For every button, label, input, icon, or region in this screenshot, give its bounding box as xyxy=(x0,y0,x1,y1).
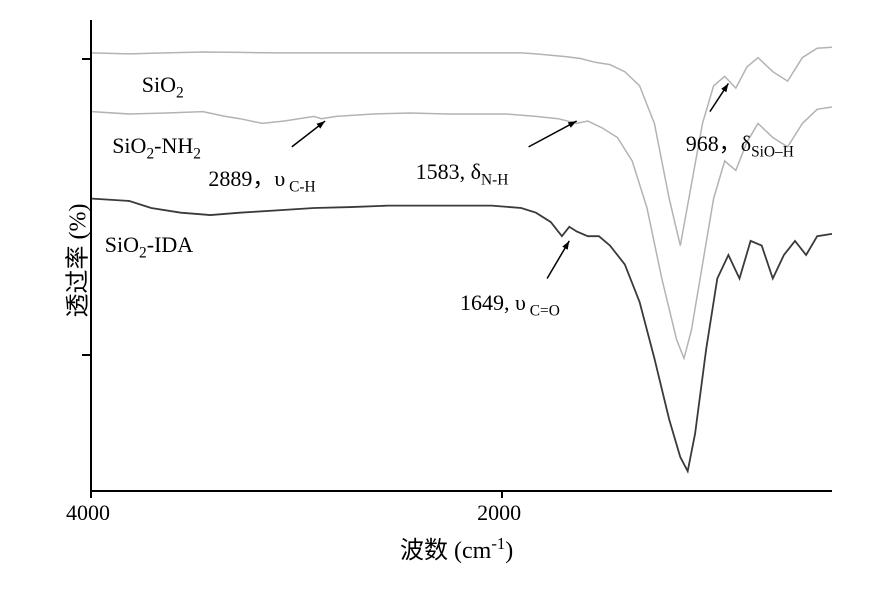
annotation-1649: 1649, υ C=O xyxy=(460,290,560,320)
arrow-head xyxy=(562,241,569,250)
x-tick xyxy=(90,490,92,498)
annotation-1583: 1583, δN-H xyxy=(416,159,509,189)
y-tick xyxy=(82,58,90,60)
x-axis-label-unit: (cm xyxy=(454,538,491,564)
y-axis-label-unit: (%) xyxy=(65,204,91,240)
x-axis-label: 波数 (cm-1) xyxy=(400,530,513,565)
y-axis-label: 透过率 (%) xyxy=(57,204,92,318)
arrow-head xyxy=(721,83,728,92)
annotation-2889: 2889，υ C-H xyxy=(208,161,315,196)
ftir-chart: 透过率 (%) 波数 (cm-1) 4000 2000 SiO2 SiO2-NH2 Si… xyxy=(0,0,872,599)
annotation-sio2: SiO2 xyxy=(142,72,184,102)
plot-area xyxy=(90,20,832,492)
x-tick-label: 2000 xyxy=(477,500,521,526)
x-tick xyxy=(501,490,503,498)
annotation-sio2ida: SiO2-IDA xyxy=(105,232,193,262)
plot-svg xyxy=(92,20,832,490)
spectrum-SiO2-IDA xyxy=(92,199,832,472)
y-tick xyxy=(82,354,90,356)
x-axis-label-cn: 波数 xyxy=(400,538,448,564)
x-tick-label: 4000 xyxy=(66,500,110,526)
annotation-sio2nh2: SiO2-NH2 xyxy=(112,133,201,163)
x-axis-label-sup: -1 xyxy=(491,534,505,553)
x-axis-label-trail: ) xyxy=(505,538,513,564)
annotation-968: 968，δSiO–H xyxy=(686,126,794,161)
y-axis-label-cn: 透过率 xyxy=(65,245,91,317)
